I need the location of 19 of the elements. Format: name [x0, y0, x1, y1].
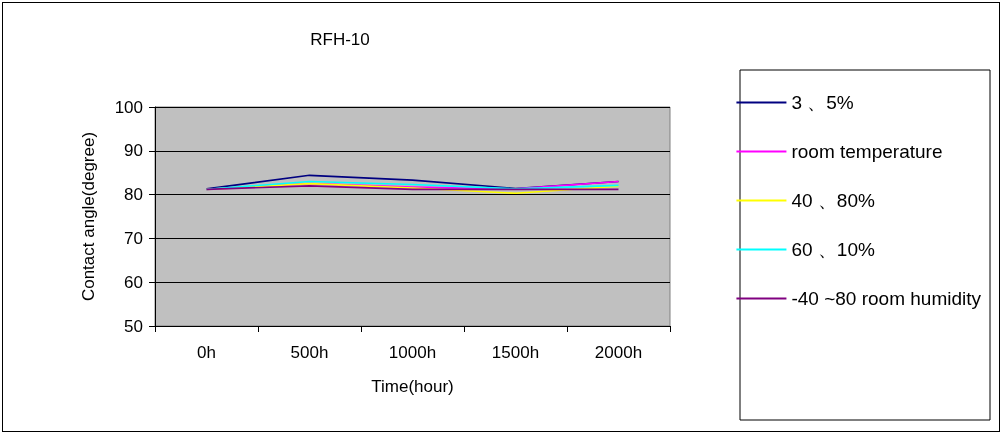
x-tick-label: 2000h — [594, 343, 643, 362]
x-tick-label: 500h — [290, 343, 329, 362]
x-tick-label: 1500h — [491, 343, 540, 362]
x-axis-title: Time(hour) — [371, 377, 454, 396]
x-tick-label: 1000h — [388, 343, 437, 362]
x-tick-label: 0h — [197, 343, 216, 362]
y-tick-label: 90 — [124, 141, 143, 161]
y-tick-label: 50 — [124, 316, 143, 336]
y-tick-label: 80 — [124, 185, 143, 205]
legend-label: 3 、5% — [791, 92, 854, 113]
legend-label: 40 、80% — [791, 190, 875, 211]
y-tick-label: 70 — [124, 228, 143, 248]
legend-label: room temperature — [791, 141, 943, 162]
chart-title: RFH-10 — [310, 30, 370, 49]
legend-label: 60 、10% — [791, 239, 875, 260]
y-tick-label: 100 — [114, 97, 143, 117]
legend-label: -40 ~80 room humidity — [791, 288, 982, 309]
y-tick-label: 60 — [124, 272, 143, 292]
y-axis-title: Contact angle(degree) — [79, 131, 98, 302]
